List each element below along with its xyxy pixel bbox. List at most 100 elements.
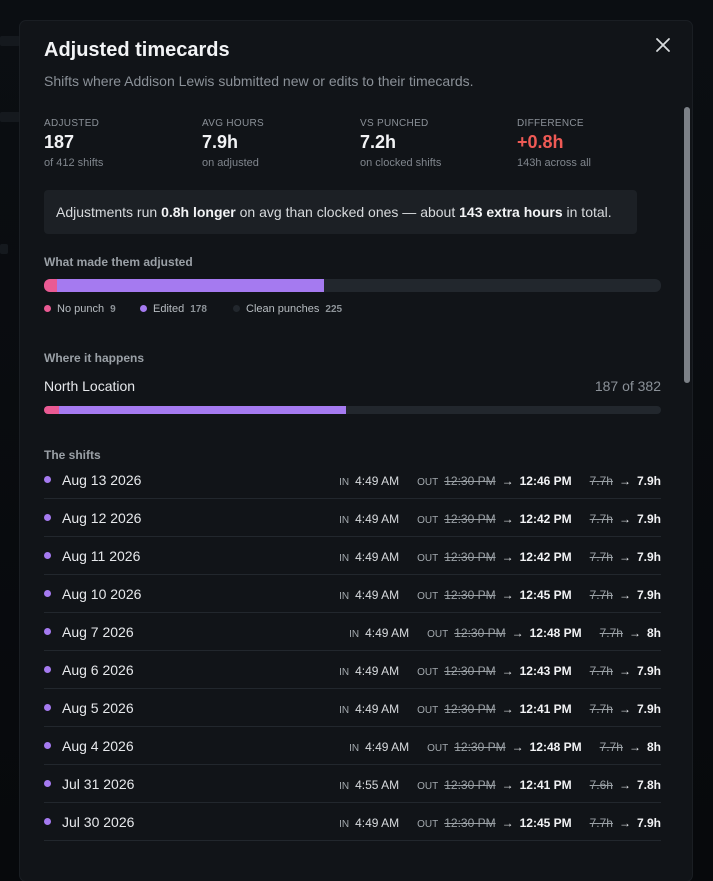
original-out-time: 12:30 PM	[444, 816, 496, 830]
arrow-right-icon: →	[618, 588, 631, 602]
adjusted-hours: 7.9h	[636, 550, 661, 564]
status-dot	[44, 552, 51, 559]
shift-row[interactable]: Aug 7 2026 IN 4:49 AM OUT 12:30 PM → 12:48 PM 7…	[44, 613, 661, 651]
adjusted-out-time: 12:48 PM	[529, 740, 582, 754]
callout-text: on avg than clocked ones — about	[235, 204, 460, 220]
status-dot	[44, 742, 51, 749]
in-label: IN	[339, 477, 350, 488]
out-label: OUT	[417, 553, 439, 564]
location-count: 187 of 382	[594, 378, 661, 394]
shift-row[interactable]: Jul 30 2026 IN 4:49 AM OUT 12:30 PM → 12:45 PM…	[44, 803, 661, 841]
close-button[interactable]	[654, 36, 672, 54]
legend-dot	[44, 304, 51, 312]
original-hours: 7.7h	[589, 512, 613, 526]
scrollbar-thumb[interactable]	[684, 107, 690, 383]
in-label: IN	[349, 743, 360, 754]
adjusted-out-time: 12:46 PM	[519, 474, 572, 488]
modal-title: Adjusted timecards	[44, 39, 230, 61]
in-label: IN	[339, 553, 350, 564]
status-dot	[44, 666, 51, 673]
adjusted-out-time: 12:43 PM	[519, 664, 572, 678]
in-label: IN	[349, 629, 360, 640]
original-out-time: 12:30 PM	[454, 626, 506, 640]
adjusted-out-time: 12:45 PM	[519, 588, 572, 602]
original-hours: 7.7h	[589, 816, 613, 830]
stat-value: 7.9h	[202, 132, 239, 152]
shift-times: IN 4:49 AM OUT 12:30 PM → 12:42 PM 7.7h → 7.9h	[339, 512, 661, 526]
original-out-time: 12:30 PM	[444, 778, 496, 792]
shift-times: IN 4:49 AM OUT 12:30 PM → 12:48 PM 7.7h → 8h	[349, 740, 661, 754]
original-out-time: 12:30 PM	[444, 474, 496, 488]
adjusted-timecards-modal: Adjusted timecards Shifts where Addison …	[20, 21, 692, 881]
adjusted-hours: 8h	[646, 626, 661, 640]
stat-label: VS PUNCHED	[360, 118, 429, 129]
clock-in-time: 4:49 AM	[355, 588, 400, 602]
arrow-right-icon: →	[618, 778, 631, 792]
adjusted-out-time: 12:48 PM	[529, 626, 582, 640]
adjusted-hours: 7.9h	[636, 664, 661, 678]
arrow-right-icon: →	[511, 740, 524, 754]
shift-row[interactable]: Jul 31 2026 IN 4:55 AM OUT 12:30 PM → 12:41 PM…	[44, 765, 661, 803]
in-label: IN	[339, 819, 350, 830]
bar-segment-edited	[57, 279, 325, 292]
close-icon	[656, 38, 670, 52]
shift-date: Aug 5 2026	[62, 700, 134, 716]
shift-row[interactable]: Aug 12 2026 IN 4:49 AM OUT 12:30 PM → 12:42 PM…	[44, 499, 661, 537]
arrow-right-icon: →	[618, 550, 631, 564]
arrow-right-icon: →	[628, 740, 641, 754]
bar-segment-no-punch	[44, 279, 58, 292]
legend-label: Clean punches	[246, 303, 320, 315]
shift-times: IN 4:49 AM OUT 12:30 PM → 12:48 PM 7.7h → 8h	[349, 626, 661, 640]
out-label: OUT	[417, 667, 439, 678]
shift-times: IN 4:49 AM OUT 12:30 PM → 12:45 PM 7.7h → 7.9h	[339, 588, 661, 602]
shift-date: Aug 6 2026	[62, 662, 134, 678]
stat-vs-punched: VS PUNCHED 7.2h on clocked shifts	[360, 118, 510, 169]
shift-row[interactable]: Aug 6 2026 IN 4:49 AM OUT 12:30 PM → 12:43 PM 7…	[44, 651, 661, 689]
arrow-right-icon: →	[501, 778, 514, 792]
shift-times: IN 4:49 AM OUT 12:30 PM → 12:42 PM 7.7h → 7.9h	[339, 550, 661, 564]
arrow-right-icon: →	[618, 664, 631, 678]
shift-row[interactable]: Aug 4 2026 IN 4:49 AM OUT 12:30 PM → 12:48 PM 7…	[44, 727, 661, 765]
stats-row: ADJUSTED 187 of 412 shifts AVG HOURS 7.9…	[44, 118, 667, 169]
in-label: IN	[339, 781, 350, 792]
shift-date: Aug 10 2026	[62, 586, 142, 602]
adjusted-hours: 7.9h	[636, 702, 661, 716]
shift-row[interactable]: Aug 10 2026 IN 4:49 AM OUT 12:30 PM → 12:45 PM…	[44, 575, 661, 613]
arrow-right-icon: →	[501, 664, 514, 678]
original-hours: 7.7h	[599, 740, 623, 754]
original-hours: 7.7h	[589, 550, 613, 564]
original-out-time: 12:30 PM	[444, 550, 496, 564]
shift-row[interactable]: Aug 13 2026 IN 4:49 AM OUT 12:30 PM → 12:46 PM…	[44, 461, 661, 499]
shift-date: Jul 31 2026	[62, 776, 135, 792]
original-out-time: 12:30 PM	[444, 512, 496, 526]
original-out-time: 12:30 PM	[444, 588, 496, 602]
clock-in-time: 4:49 AM	[355, 702, 400, 716]
original-hours: 7.7h	[589, 474, 613, 488]
location-section-title: Where it happens	[44, 351, 145, 365]
stat-difference: DIFFERENCE +0.8h 143h across all	[517, 118, 667, 169]
out-label: OUT	[417, 819, 439, 830]
shift-row[interactable]: Aug 5 2026 IN 4:49 AM OUT 12:30 PM → 12:41 PM 7…	[44, 689, 661, 727]
shift-date: Aug 4 2026	[62, 738, 134, 754]
adjusted-hours: 7.9h	[636, 512, 661, 526]
out-label: OUT	[417, 515, 439, 526]
clock-in-time: 4:49 AM	[355, 512, 400, 526]
arrow-right-icon: →	[618, 512, 631, 526]
legend-count: 9	[110, 304, 116, 315]
location-bar	[44, 406, 661, 414]
legend-dot	[140, 304, 147, 312]
stat-value: 187	[44, 132, 75, 152]
modal-subtitle: Shifts where Addison Lewis submitted new…	[44, 73, 474, 89]
summary-callout: Adjustments run 0.8h longer on avg than …	[44, 190, 637, 234]
adjusted-hours: 7.9h	[636, 588, 661, 602]
status-dot	[44, 818, 51, 825]
clock-in-time: 4:49 AM	[365, 626, 410, 640]
original-hours: 7.7h	[599, 626, 623, 640]
out-label: OUT	[427, 629, 449, 640]
shift-row[interactable]: Aug 11 2026 IN 4:49 AM OUT 12:30 PM → 12:42 PM…	[44, 537, 661, 575]
status-dot	[44, 514, 51, 521]
legend-count: 178	[190, 304, 207, 315]
arrow-right-icon: →	[618, 474, 631, 488]
shift-date: Aug 11 2026	[62, 548, 141, 564]
adjusted-hours: 7.9h	[636, 816, 661, 830]
